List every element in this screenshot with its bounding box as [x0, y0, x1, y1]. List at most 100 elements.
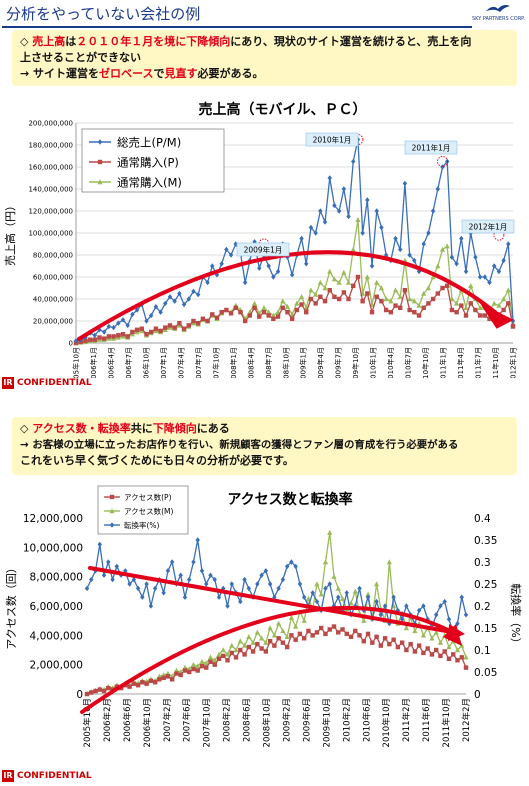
series-access-m-point [195, 663, 201, 669]
series-total-point [228, 252, 234, 258]
series-access-p-point [395, 644, 401, 650]
series-total-point [144, 318, 149, 324]
series-total-point [186, 296, 191, 302]
series-total-point [153, 304, 159, 310]
series-normal-p-point [440, 285, 445, 291]
series-total-point [172, 298, 177, 304]
series-access-m-point [288, 614, 295, 620]
series-normal-p-point [144, 332, 149, 337]
series-conversion-point [284, 563, 290, 570]
series-total-point [177, 290, 182, 297]
annotation-marker [437, 156, 448, 167]
series-normal-p-point [341, 290, 347, 295]
series-access-m-point [258, 635, 265, 641]
x-tick-label: 2009年7月 [334, 347, 343, 378]
annotation-callout [404, 140, 458, 155]
series-access-p-point [187, 669, 192, 675]
series-normal-p-point [365, 291, 370, 296]
series-normal-m-point [454, 300, 460, 306]
series-normal-p-point [125, 334, 130, 339]
series-conversion-point [463, 612, 469, 618]
y-axis-label: 売上高（円） [3, 200, 17, 266]
series-normal-p-point [487, 316, 492, 321]
message-line: 上させることができない [20, 51, 141, 64]
series-total-point [163, 300, 168, 307]
x-tick-label: 2011年10月 [441, 698, 452, 747]
series-access-p-point [246, 644, 252, 650]
series-normal-p-point [468, 301, 473, 306]
series-total-point [365, 197, 370, 203]
series-normal-p-point [477, 313, 483, 318]
annotation-callout [461, 219, 515, 234]
chart-title: 売上高（モバイル、ＰＣ） [199, 101, 367, 118]
series-total-point [449, 254, 455, 260]
series-total-point [369, 263, 375, 269]
x-tick-label: 2010年1月 [369, 347, 378, 378]
series-normal-p-point [219, 310, 224, 315]
x-tick-label: 2006年10月 [141, 347, 150, 378]
series-normal-m-point [364, 274, 370, 280]
series-access-m-point [433, 629, 439, 635]
series-normal-p-point [299, 302, 304, 307]
series-access-p-point [425, 646, 430, 651]
series-normal-m-point [383, 296, 389, 302]
series-conversion-point [280, 576, 286, 583]
x-tick-label: 2010年7月 [404, 347, 413, 378]
y2-tick-label: 0.15 [474, 623, 497, 635]
series-total-point [482, 274, 488, 280]
series-access-p-point [272, 643, 277, 648]
y2-tick-label: 0.4 [474, 513, 491, 525]
series-access-p-point [404, 647, 409, 653]
series-access-p-point [195, 668, 200, 673]
x-tick-label: 2007年1月 [159, 347, 168, 378]
series-total-point [257, 265, 262, 271]
series-normal-p-point [186, 323, 191, 328]
y-tick-label: 80,000,000 [33, 252, 73, 260]
x-tick-label: 2008年1月 [229, 347, 238, 378]
series-normal-m-point [430, 274, 436, 280]
series-normal-p-point [459, 303, 464, 308]
series-conversion-point [152, 585, 158, 592]
series-normal-p-point [120, 332, 126, 337]
y2-tick-label: 0.2 [474, 601, 491, 613]
series-normal-m-point [411, 298, 417, 304]
x-tick-label: 2008年7月 [264, 347, 273, 378]
legend-swatch-marker [109, 508, 115, 514]
series-conversion-point [131, 576, 137, 583]
series-normal-p-point [238, 310, 243, 315]
series-normal-p-point [101, 336, 107, 341]
x-tick-label: 2007年6月 [182, 698, 193, 742]
series-conversion-point [101, 572, 107, 578]
series-normal-m-point [491, 300, 497, 306]
series-access-p-point [97, 687, 102, 692]
series-access-m-point [386, 559, 392, 565]
series-access-m-point [429, 635, 435, 641]
series-conversion-point [195, 537, 200, 543]
series-access-p-point [323, 631, 328, 637]
series-access-m-point [237, 638, 243, 644]
series-access-p-point [399, 640, 405, 645]
series-access-p-point [365, 631, 371, 637]
series-total-point [421, 241, 426, 247]
series-access-p-point [131, 681, 137, 686]
annotation-label: 2009年1月 [244, 245, 283, 255]
chart-title: アクセス数と転換率 [227, 491, 352, 508]
series-normal-p-point [304, 310, 309, 315]
series-access-p-point [135, 683, 141, 688]
series-access-p-point [238, 647, 243, 653]
series-normal-m-point [341, 269, 347, 275]
series-conversion-point [135, 585, 141, 592]
series-conversion-point [272, 594, 277, 600]
series-normal-p-point [111, 334, 116, 339]
series-access-p-point [174, 671, 179, 676]
series-normal-m-point [505, 287, 511, 293]
x-tick-label: 2008年2月 [222, 698, 233, 742]
series-access-p-point [314, 630, 320, 635]
series-total-point [332, 202, 337, 209]
x-tick-label: 2008年10月 [262, 698, 273, 747]
y-axis-label: アクセス数（回） [5, 562, 18, 649]
series-total-point [289, 272, 295, 278]
series-normal-p-line [75, 275, 514, 344]
series-normal-p-point [327, 288, 332, 293]
legend-label: 総売上(P/M) [117, 136, 181, 150]
